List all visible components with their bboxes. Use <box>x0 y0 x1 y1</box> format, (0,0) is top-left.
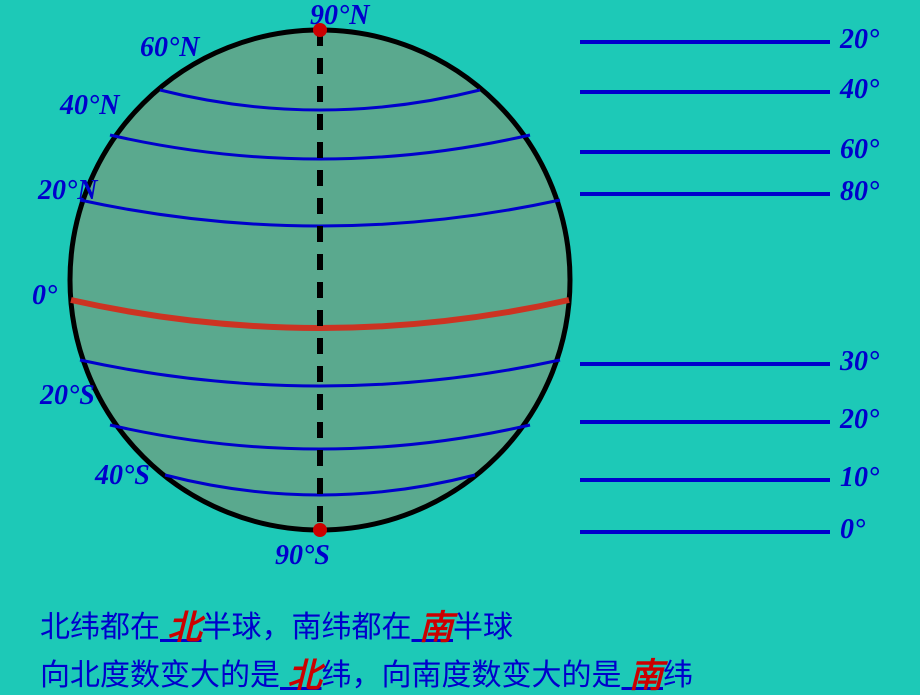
legend-line <box>580 362 830 366</box>
caption2-fill2: 南 <box>629 658 663 695</box>
caption1-p3: 半球 <box>453 611 513 644</box>
caption1-fill1: 北 <box>168 610 202 647</box>
legend-line <box>580 420 830 424</box>
caption-line-2: 向北度数变大的是 北纬，向南度数变大的是 南纬 <box>40 646 693 695</box>
legend-line <box>580 40 830 44</box>
latitude-label: 90°S <box>275 540 330 572</box>
latitude-label: 20°N <box>38 175 97 207</box>
legend-label: 80° <box>840 176 879 208</box>
legend-line <box>580 192 830 196</box>
legend-label: 30° <box>840 346 879 378</box>
latitude-label: 40°N <box>60 90 119 122</box>
legend-label: 20° <box>840 24 879 56</box>
caption-line-1: 北纬都在 北半球，南纬都在 南半球 <box>40 598 513 647</box>
caption2-p1: 向北度数变大的是 <box>40 659 280 692</box>
caption2-p2: 纬，向南度数变大的是 <box>322 659 622 692</box>
caption2-p3: 纬 <box>663 659 693 692</box>
caption1-fill2: 南 <box>419 610 453 647</box>
south-pole-dot <box>313 523 327 537</box>
legend-line <box>580 90 830 94</box>
caption2-fill1: 北 <box>288 658 322 695</box>
latitude-label: 40°S <box>95 460 150 492</box>
latitude-label: 60°N <box>140 32 199 64</box>
legend-line <box>580 150 830 154</box>
legend-line <box>580 478 830 482</box>
legend-label: 10° <box>840 462 879 494</box>
latitude-label: 20°S <box>40 380 95 412</box>
legend-label: 60° <box>840 134 879 166</box>
legend-label: 0° <box>840 514 865 546</box>
caption1-p1: 北纬都在 <box>40 611 160 644</box>
latitude-label: 0° <box>32 280 57 312</box>
caption1-p2: 半球，南纬都在 <box>202 611 412 644</box>
legend-line <box>580 530 830 534</box>
latitude-label: 90°N <box>310 0 369 32</box>
legend-label: 20° <box>840 404 879 436</box>
legend-label: 40° <box>840 74 879 106</box>
